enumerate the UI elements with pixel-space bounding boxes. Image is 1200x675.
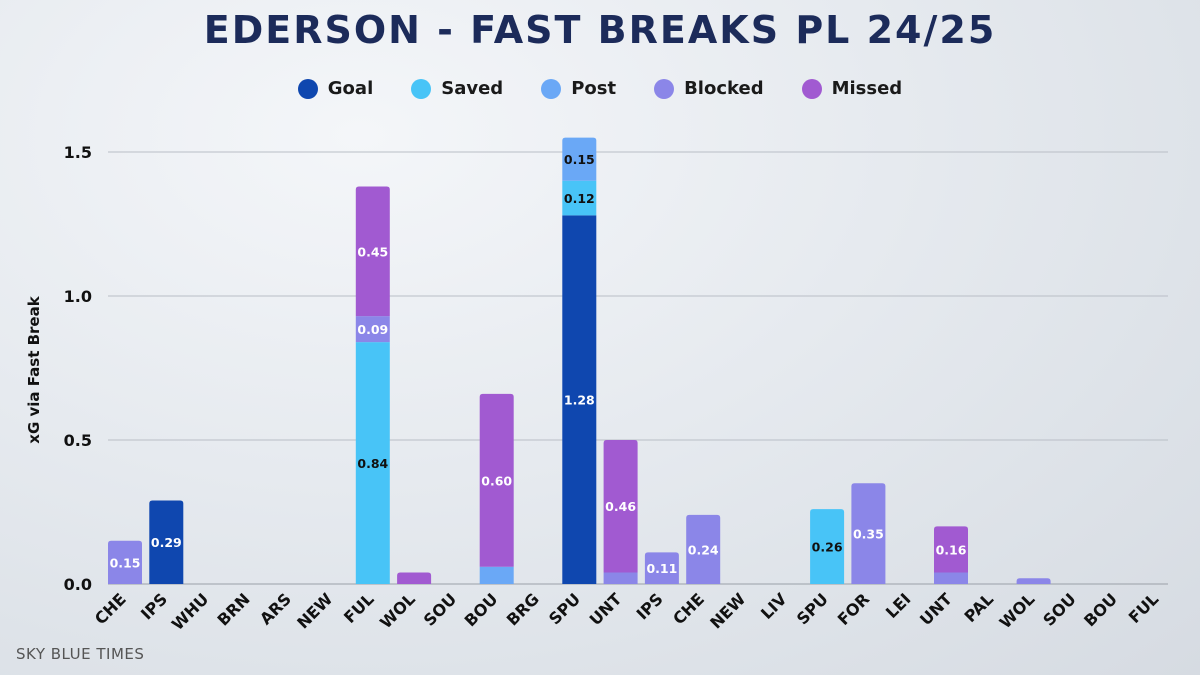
data-label: 0.24 <box>688 542 719 557</box>
x-tick-label: FUL <box>340 589 378 627</box>
y-tick-label: 1.0 <box>64 287 92 306</box>
bar-missed <box>603 440 638 573</box>
x-tick-label: WHU <box>168 589 213 634</box>
bar-blocked <box>851 483 886 584</box>
bar-blocked <box>934 572 968 584</box>
x-tick-label: IPS <box>137 589 171 623</box>
legend-label-post: Post <box>571 78 617 99</box>
data-label: 0.15 <box>564 152 595 167</box>
legend-item-post: Post <box>541 78 616 99</box>
legend-label-blocked: Blocked <box>684 78 764 99</box>
x-tick-label: FUL <box>1125 589 1163 627</box>
data-label: 0.29 <box>151 535 182 550</box>
bar-post <box>479 566 514 584</box>
data-label: 0.45 <box>357 244 388 259</box>
legend-item-goal: Goal <box>297 78 374 99</box>
bar-missed <box>934 526 968 573</box>
bar-goal <box>149 500 184 584</box>
data-label: 0.35 <box>853 527 884 542</box>
bar-blocked <box>1016 578 1051 584</box>
legend-item-missed: Missed <box>801 78 903 99</box>
data-label: 0.16 <box>936 542 967 557</box>
legend-swatch-post <box>541 78 562 99</box>
x-tick-label: NEW <box>293 589 336 632</box>
x-tick-label: SPU <box>793 589 832 628</box>
bar-blocked <box>355 316 390 343</box>
x-tick-label: FOR <box>834 589 873 628</box>
x-tick-label: IPS <box>633 589 667 623</box>
bar-saved <box>355 342 390 584</box>
x-tick-label: CHE <box>669 589 708 628</box>
x-tick-label: BRG <box>503 589 543 629</box>
legend-label-goal: Goal <box>327 78 374 99</box>
legend-swatch-saved <box>411 78 432 99</box>
legend: Goal Saved Post Blocked Missed <box>0 78 1200 99</box>
data-label: 0.60 <box>481 473 512 488</box>
chart-title: EDERSON - FAST BREAKS PL 24/25 <box>203 8 997 52</box>
data-label: 0.11 <box>646 561 677 576</box>
x-tick-label: NEW <box>706 589 749 632</box>
x-tick-label: BOU <box>1080 589 1121 630</box>
x-tick-label: WOL <box>376 589 419 632</box>
x-tick-label: SOU <box>420 589 460 629</box>
x-tick-label: BRN <box>213 589 253 629</box>
bar-blocked <box>644 552 679 584</box>
data-label: 0.15 <box>110 555 141 570</box>
data-label: 0.84 <box>357 456 388 471</box>
data-label: 0.09 <box>357 322 388 337</box>
x-tick-label: ARS <box>256 589 295 628</box>
bar-missed <box>479 393 514 567</box>
legend-label-missed: Missed <box>831 78 903 99</box>
bar-blocked <box>686 514 721 584</box>
bar-saved <box>562 180 597 216</box>
legend-swatch-goal <box>297 78 318 99</box>
bar-post <box>562 137 597 181</box>
x-tick-label: UNT <box>916 589 956 629</box>
data-label: 0.12 <box>564 191 595 206</box>
data-label: 0.46 <box>605 499 636 514</box>
legend-swatch-missed <box>801 78 822 99</box>
x-tick-label: LEI <box>882 589 915 622</box>
bar-saved <box>810 509 845 584</box>
bar-missed <box>355 186 390 317</box>
x-tick-label: SPU <box>545 589 584 628</box>
footer-credit: SKY BLUE TIMES <box>16 645 145 663</box>
y-tick-label: 0.5 <box>64 431 92 450</box>
legend-item-blocked: Blocked <box>654 78 764 99</box>
x-tick-label: CHE <box>91 589 130 628</box>
bar-blocked <box>108 540 142 584</box>
data-label: 1.28 <box>564 393 595 408</box>
legend-item-saved: Saved <box>411 78 503 99</box>
data-label: 0.26 <box>812 540 843 555</box>
x-tick-label: SOU <box>1039 589 1079 629</box>
legend-label-saved: Saved <box>441 78 504 99</box>
x-tick-label: WOL <box>996 589 1039 632</box>
x-tick-label: LIV <box>757 589 791 623</box>
y-tick-label: 0.0 <box>64 575 92 594</box>
y-tick-label: 1.5 <box>64 143 92 162</box>
x-tick-label: PAL <box>960 589 997 626</box>
bar-goal <box>562 215 597 585</box>
x-tick-label: BOU <box>461 589 502 630</box>
x-tick-label: UNT <box>586 589 626 629</box>
bar-missed <box>397 572 432 584</box>
legend-swatch-blocked <box>654 78 675 99</box>
bar-blocked <box>603 572 638 584</box>
